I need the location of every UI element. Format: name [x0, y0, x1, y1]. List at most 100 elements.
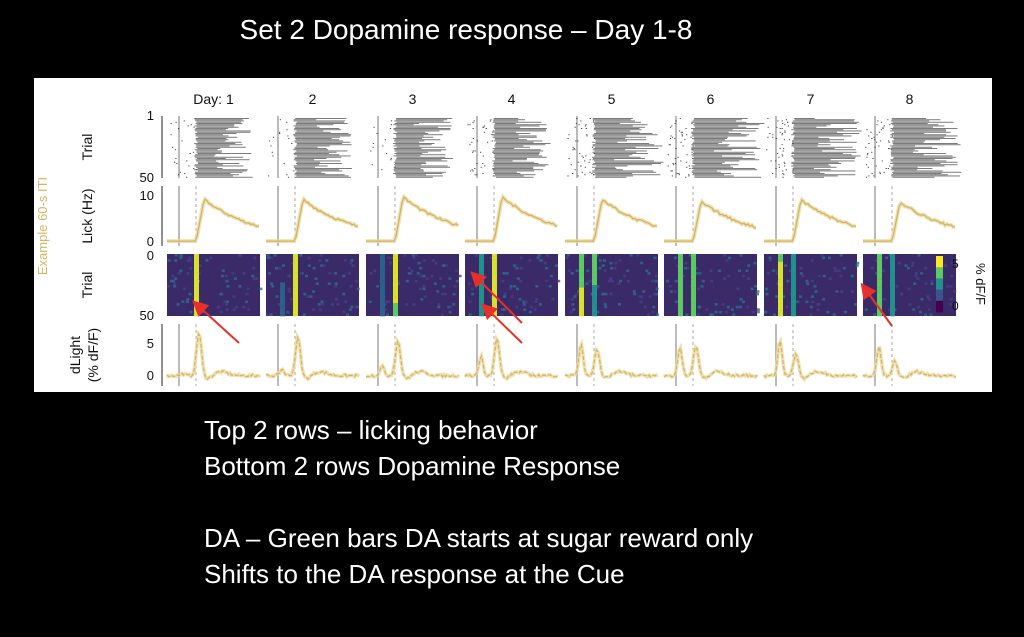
- heatmap-noise-cell: [747, 264, 751, 267]
- heatmap-reward-band: [791, 300, 796, 304]
- heatmap-reward-band: [890, 297, 895, 301]
- lick-raster-dot: [186, 160, 188, 162]
- lick-raster-row: [394, 153, 423, 154]
- heatmap-reward-band: [293, 277, 298, 281]
- heatmap-noise-cell: [765, 287, 768, 291]
- heatmap-noise-cell: [917, 254, 921, 257]
- lick-raster-dot: [588, 161, 590, 163]
- lick-raster-row: [195, 120, 244, 122]
- heatmap-noise-cell: [764, 310, 768, 314]
- lick-raster-dot: [779, 131, 781, 133]
- lick-raster-row: [595, 146, 636, 148]
- lick-raster-row: [693, 169, 758, 171]
- lick-raster-row: [692, 130, 756, 132]
- heatmap-cue-band: [280, 305, 285, 309]
- lick-rate-panel: [465, 186, 559, 246]
- lick-raster-dot: [572, 149, 574, 151]
- lick-raster-row: [395, 176, 433, 178]
- lick-raster-row: [694, 164, 739, 166]
- heatmap-noise-cell: [197, 272, 201, 275]
- lick-rate-band: [863, 200, 956, 244]
- heatmap-noise-cell: [405, 279, 409, 283]
- heatmap-noise-cell: [839, 254, 843, 257]
- lick-raster-row: [494, 128, 547, 129]
- heatmap-noise-cell: [674, 300, 678, 304]
- heatmap-noise-cell: [468, 313, 472, 316]
- heatmap-noise-cell: [810, 259, 814, 262]
- heatmap-cue-band: [877, 292, 882, 296]
- lick-raster-row: [295, 124, 334, 126]
- lick-raster-row: [595, 130, 631, 132]
- lick-raster-row: [494, 175, 524, 177]
- lick-raster-dot: [880, 121, 883, 123]
- heatmap-cue-band: [579, 308, 584, 312]
- heatmap-noise-cell: [633, 292, 637, 296]
- heatmap-noise-cell: [832, 313, 836, 316]
- lick-raster-panel: [667, 116, 765, 178]
- lick-raster-dot: [691, 151, 693, 153]
- lick-raster-dot: [674, 158, 676, 159]
- heatmap-reward-band: [592, 256, 597, 260]
- heatmap-cue-band: [380, 266, 385, 270]
- heatmap-reward-band: [791, 305, 796, 309]
- heatmap-cue-band: [778, 287, 783, 291]
- lick-raster-dot: [575, 140, 577, 142]
- heatmap-cue-band: [579, 290, 584, 294]
- heatmap-reward-band: [393, 300, 398, 304]
- heatmap-noise-cell: [422, 287, 426, 291]
- lick-raster-row: [891, 120, 930, 122]
- lick-raster-row: [595, 175, 633, 177]
- lick-raster-dot: [580, 165, 582, 167]
- lick-raster-dot: [865, 176, 868, 178]
- heatmap-cue-band: [280, 297, 285, 301]
- lick-raster-dot: [487, 141, 489, 143]
- lick-raster-row: [195, 159, 250, 161]
- heatmap-cue-band: [678, 290, 683, 294]
- heatmap-noise-cell: [805, 300, 809, 304]
- red-arrow: [481, 303, 523, 344]
- heatmap-reward-band: [194, 272, 199, 275]
- lick-raster-dot: [791, 155, 793, 157]
- lick-raster-row: [394, 161, 426, 163]
- heatmap-noise-cell: [747, 277, 751, 280]
- heatmap-cue-band: [479, 274, 484, 278]
- lick-raster-row: [296, 143, 343, 144]
- lick-raster-row: [494, 124, 547, 126]
- lick-raster-dot: [482, 173, 484, 174]
- lick-raster-dot: [775, 160, 777, 162]
- heatmap-cue-band: [479, 261, 484, 265]
- heatmap-reward-band: [592, 277, 597, 281]
- lick-raster-dot: [172, 146, 174, 148]
- heatmap-noise-cell: [710, 279, 714, 283]
- heatmap-noise-cell: [912, 308, 916, 311]
- heatmap-noise-cell: [698, 272, 702, 275]
- heatmap-noise-cell: [528, 310, 532, 314]
- heatmap-noise-cell: [651, 279, 655, 283]
- heatmap-noise-cell: [176, 303, 180, 306]
- heatmap-noise-cell: [287, 287, 291, 291]
- lick-raster-dot: [476, 163, 478, 164]
- lick-raster-row: [793, 126, 817, 128]
- heatmap-noise-cell: [682, 274, 686, 278]
- heatmap-reward-band: [393, 254, 398, 257]
- heatmap-reward-band: [791, 287, 796, 291]
- lick-raster-row: [195, 174, 239, 176]
- lick-raster-row: [791, 163, 842, 164]
- heatmap-cue-band: [479, 272, 484, 275]
- lick-raster-dot: [179, 171, 181, 173]
- lick-raster-dot: [870, 131, 872, 133]
- lick-raster-dot: [876, 124, 878, 126]
- heatmap-noise-cell: [335, 297, 339, 301]
- heatmap-cue-band: [280, 313, 285, 317]
- lick-raster-dot: [474, 150, 476, 152]
- lick-raster-row: [295, 123, 348, 124]
- heatmap-cue-band: [579, 282, 584, 286]
- heatmap-cue-band: [877, 274, 882, 278]
- lick-raster-row: [794, 154, 852, 156]
- lick-raster-dot: [781, 144, 783, 146]
- heatmap-noise-cell: [287, 274, 291, 278]
- heatmap-reward-band: [691, 295, 696, 299]
- heatmap-noise-cell: [302, 313, 306, 316]
- lick-raster-dot: [881, 160, 883, 162]
